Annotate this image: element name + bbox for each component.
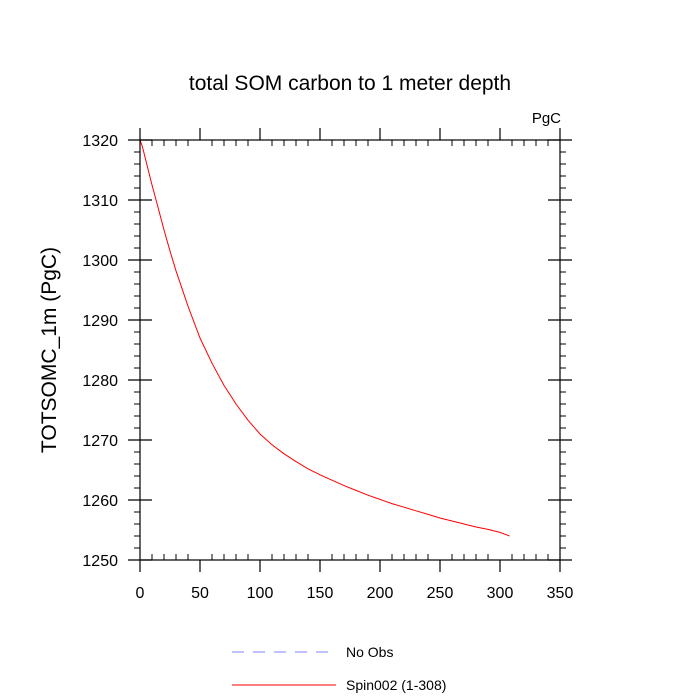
y-tick-label: 1310 — [82, 193, 118, 210]
y-tick-label: 1250 — [82, 553, 118, 570]
y-tick-label: 1280 — [82, 373, 118, 390]
y-tick-label: 1290 — [82, 313, 118, 330]
plot-frame — [139, 139, 561, 561]
y-axis-label: TOTSOMC_1m (PgC) — [38, 247, 61, 453]
units-label: PgC — [532, 110, 561, 127]
series-lines — [139, 139, 510, 537]
y-tick-label: 1320 — [82, 133, 118, 150]
x-tick-label: 250 — [427, 585, 454, 602]
legend: No Obs Spin002 (1-308) — [232, 644, 446, 693]
series-line-spin002-1-308 — [139, 139, 510, 537]
x-tick-label: 50 — [191, 585, 209, 602]
y-tick-label: 1260 — [82, 493, 118, 510]
x-tick-label: 200 — [367, 585, 394, 602]
axis-tick-labels: 0 50 100 150 200 250 300 350 1250 1260 1270 1280 129… — [82, 133, 573, 602]
y-tick-label: 1300 — [82, 253, 118, 270]
x-tick-label: 350 — [547, 585, 574, 602]
axis-ticks — [128, 128, 572, 572]
x-tick-label: 0 — [136, 585, 145, 602]
chart-title: total SOM carbon to 1 meter depth — [189, 72, 511, 95]
x-tick-label: 150 — [307, 585, 334, 602]
x-tick-label: 300 — [487, 585, 514, 602]
legend-label-spin002: Spin002 (1-308) — [346, 677, 446, 693]
legend-label-no-obs: No Obs — [346, 644, 393, 660]
x-tick-label: 100 — [247, 585, 274, 602]
y-tick-label: 1270 — [82, 433, 118, 450]
